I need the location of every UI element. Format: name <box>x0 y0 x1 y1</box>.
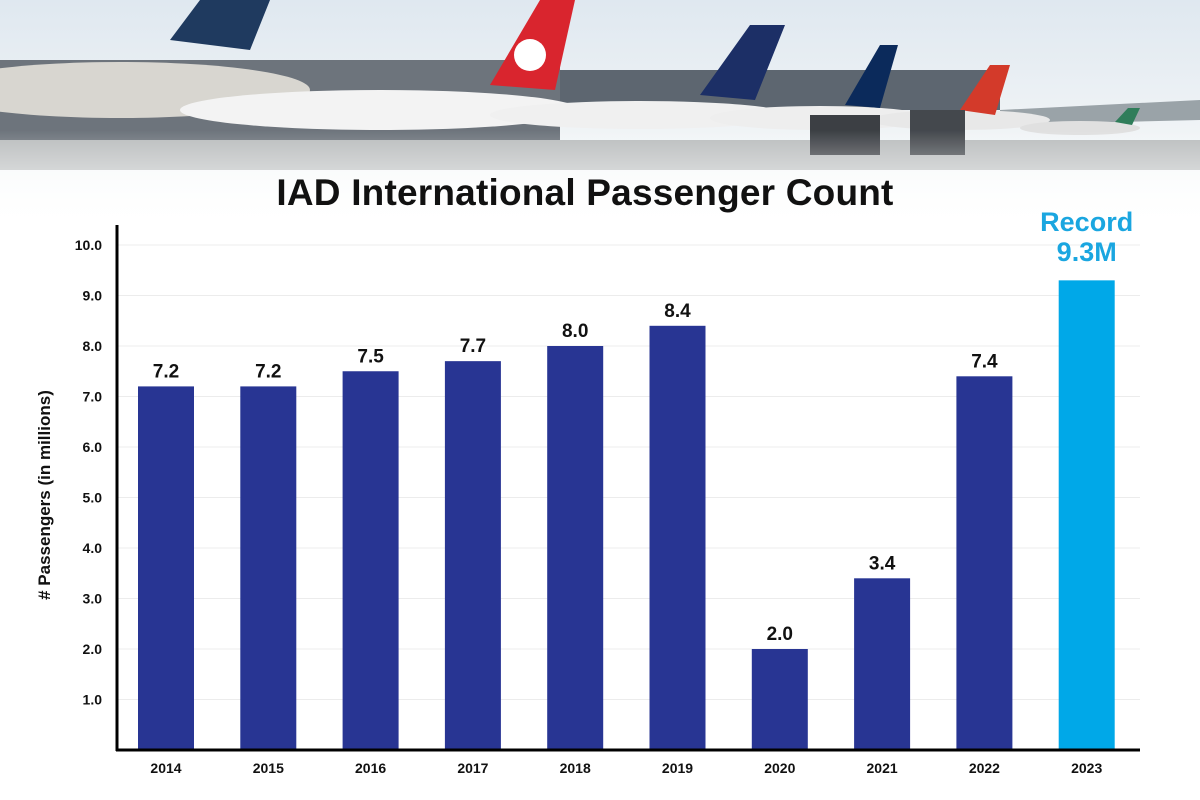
x-tick-label: 2023 <box>1071 760 1102 776</box>
data-label: 7.2 <box>153 361 179 382</box>
data-label: 7.2 <box>255 361 281 382</box>
bar-2019 <box>649 325 706 750</box>
bar-2022 <box>956 376 1013 750</box>
header-airport-photo <box>0 0 1200 230</box>
x-tick-label: 2022 <box>969 760 1000 776</box>
bar-2016 <box>342 371 399 750</box>
bar-2021 <box>854 578 911 750</box>
bar-2023 <box>1058 280 1115 750</box>
x-tick-label: 2020 <box>764 760 795 776</box>
y-tick-label: 5.0 <box>83 490 103 506</box>
bar-2018 <box>547 346 604 750</box>
y-axis-label: # Passengers (in millions) <box>35 390 54 600</box>
y-tick-label: 3.0 <box>83 591 103 607</box>
bar-2020 <box>751 649 808 750</box>
bar-2017 <box>444 361 501 750</box>
data-label: 8.4 <box>664 301 691 322</box>
y-tick-label: 8.0 <box>83 338 103 354</box>
data-label: 3.4 <box>869 553 896 574</box>
y-tick-label: 7.0 <box>83 389 103 405</box>
record-label: Record <box>1040 207 1133 237</box>
data-label: 7.5 <box>357 346 384 367</box>
y-tick-label: 4.0 <box>83 540 103 556</box>
data-label: 7.4 <box>971 351 998 372</box>
y-tick-label: 9.0 <box>83 288 103 304</box>
x-tick-label: 2014 <box>150 760 181 776</box>
x-tick-label: 2017 <box>457 760 488 776</box>
data-label: 2.0 <box>767 624 793 645</box>
x-tick-label: 2016 <box>355 760 386 776</box>
bar-2015 <box>240 386 297 750</box>
x-tick-label: 2018 <box>560 760 591 776</box>
y-tick-label: 6.0 <box>83 439 103 455</box>
y-tick-label: 2.0 <box>83 641 103 657</box>
x-tick-label: 2015 <box>253 760 284 776</box>
x-tick-label: 2021 <box>867 760 898 776</box>
record-value-label: 9.3M <box>1057 237 1117 267</box>
data-label: 8.0 <box>562 321 588 342</box>
data-label: 7.7 <box>460 336 486 357</box>
x-tick-label: 2019 <box>662 760 693 776</box>
chart-title: IAD International Passenger Count <box>276 172 894 213</box>
bar-2014 <box>138 386 194 750</box>
y-tick-label: 1.0 <box>83 692 103 708</box>
y-tick-label: 10.0 <box>75 237 102 253</box>
